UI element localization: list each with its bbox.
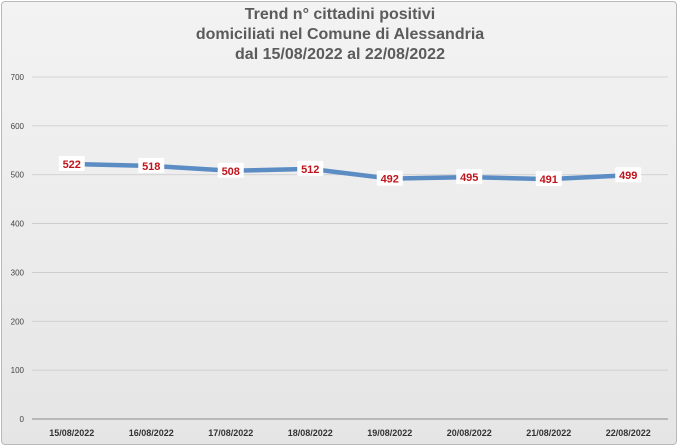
data-label: 508	[222, 166, 240, 178]
data-label: 522	[63, 159, 81, 171]
data-labels: 522 518 508 512 492 495 491 499	[58, 155, 642, 187]
chart-title: Trend n° cittadini positivi domiciliati …	[0, 5, 680, 65]
x-axis-ticks: 15/08/2022 16/08/2022 17/08/2022 18/08/2022…	[49, 428, 651, 438]
data-label: 491	[540, 174, 558, 186]
y-tick-label: 100	[11, 366, 25, 375]
x-tick-label: 20/08/2022	[447, 428, 492, 438]
y-tick-label: 400	[11, 220, 25, 229]
series-line-0	[69, 161, 631, 182]
gridlines	[32, 76, 668, 420]
chart-title-line-2: domiciliati nel Comune di Alessandria	[195, 26, 485, 43]
y-tick-label: 500	[11, 171, 25, 180]
y-axis-ticks: 0 100 200 300 400 500 600 700	[11, 73, 25, 424]
data-label-group: 512	[297, 160, 324, 176]
data-label: 495	[460, 172, 478, 184]
x-tick-label: 15/08/2022	[49, 428, 94, 438]
data-label-group: 491	[535, 171, 562, 187]
y-tick-label: 700	[11, 73, 25, 82]
x-tick-label: 17/08/2022	[208, 428, 253, 438]
data-label-group: 508	[217, 162, 244, 178]
data-label: 499	[619, 170, 637, 182]
data-label-group: 492	[376, 170, 403, 186]
data-label-group: 495	[456, 169, 483, 185]
chart-title-line-1: Trend n° cittadini positivi	[244, 6, 436, 23]
data-label-group: 499	[615, 167, 642, 183]
data-label-bg	[217, 162, 244, 178]
x-tick-label: 16/08/2022	[129, 428, 174, 438]
y-tick-label: 0	[20, 415, 25, 424]
data-label-bg	[297, 160, 324, 176]
data-label-bg	[535, 171, 562, 187]
x-tick-label: 19/08/2022	[367, 428, 412, 438]
chart-title-line-3: dal 15/08/2022 al 22/08/2022	[235, 46, 445, 63]
data-label-bg	[138, 157, 165, 173]
data-label-group: 518	[138, 157, 165, 173]
y-tick-label: 300	[11, 268, 25, 277]
data-label: 512	[301, 164, 319, 176]
x-tick-label: 22/08/2022	[606, 428, 651, 438]
y-tick-label: 600	[11, 122, 25, 131]
x-tick-label: 21/08/2022	[526, 428, 571, 438]
data-label: 492	[381, 174, 399, 186]
data-label-bg	[376, 170, 403, 186]
data-label-bg	[58, 155, 85, 171]
x-tick-label: 18/08/2022	[288, 428, 333, 438]
data-label: 518	[142, 161, 160, 173]
data-label-bg	[456, 169, 483, 185]
data-label-bg	[615, 167, 642, 183]
data-label-group: 522	[58, 155, 85, 171]
y-tick-label: 200	[11, 317, 25, 326]
